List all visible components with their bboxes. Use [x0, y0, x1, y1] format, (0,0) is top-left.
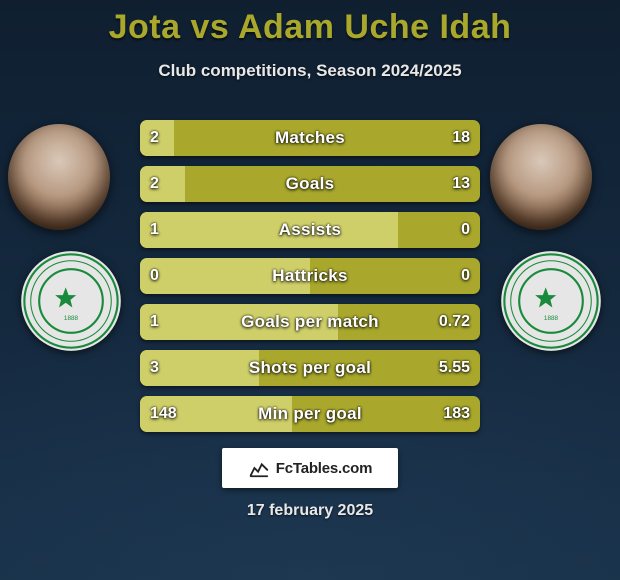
player-right-crest: 1888	[498, 248, 604, 354]
stat-label: Shots per goal	[140, 350, 480, 386]
stat-right-value: 18	[452, 120, 470, 156]
stat-label: Matches	[140, 120, 480, 156]
stat-row: 3 Shots per goal 5.55	[140, 350, 480, 386]
svg-text:1888: 1888	[544, 315, 559, 322]
stat-row: 0 Hattricks 0	[140, 258, 480, 294]
stat-right-value: 183	[443, 396, 470, 432]
stats-bars: 2 Matches 18 2 Goals 13 1 Assists 0 0 Ha…	[140, 120, 480, 442]
stat-right-value: 0	[461, 212, 470, 248]
stat-label: Assists	[140, 212, 480, 248]
stat-right-value: 0	[461, 258, 470, 294]
player-left-avatar	[8, 124, 110, 230]
page-title: Jota vs Adam Uche Idah	[0, 0, 620, 47]
brand-text: FcTables.com	[276, 460, 373, 477]
stat-label: Min per goal	[140, 396, 480, 432]
brand-badge: FcTables.com	[222, 448, 398, 488]
player-left-crest: 1888	[18, 248, 124, 354]
svg-text:1888: 1888	[64, 315, 79, 322]
stat-label: Hattricks	[140, 258, 480, 294]
stat-right-value: 0.72	[439, 304, 470, 340]
brand-logo-icon	[248, 457, 270, 479]
stat-right-value: 13	[452, 166, 470, 202]
stat-row: 1 Assists 0	[140, 212, 480, 248]
stat-row: 1 Goals per match 0.72	[140, 304, 480, 340]
stat-label: Goals	[140, 166, 480, 202]
stat-row: 2 Matches 18	[140, 120, 480, 156]
page-subtitle: Club competitions, Season 2024/2025	[0, 61, 620, 81]
player-right-avatar	[490, 124, 592, 230]
stat-label: Goals per match	[140, 304, 480, 340]
footer-date: 17 february 2025	[0, 502, 620, 520]
stat-right-value: 5.55	[439, 350, 470, 386]
stat-row: 2 Goals 13	[140, 166, 480, 202]
stat-row: 148 Min per goal 183	[140, 396, 480, 432]
